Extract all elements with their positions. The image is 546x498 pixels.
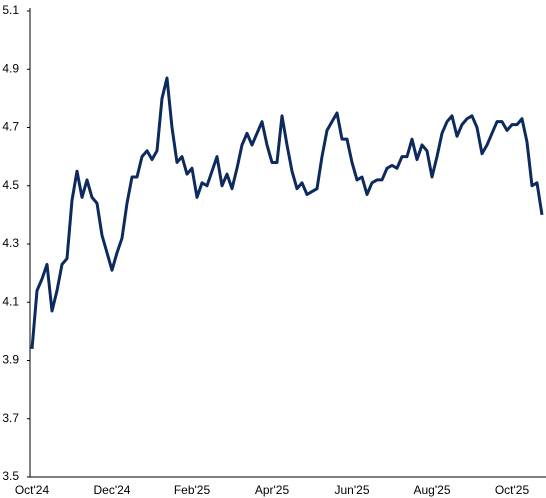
x-tick-label: Apr'25 bbox=[255, 483, 290, 497]
y-tick-label: 5.1 bbox=[2, 3, 19, 17]
y-tick-label: 3.5 bbox=[2, 469, 19, 483]
y-tick-label: 3.7 bbox=[2, 411, 19, 425]
y-tick-label: 4.1 bbox=[2, 294, 19, 308]
x-tick-label: Oct'24 bbox=[15, 483, 50, 497]
x-tick-label: Dec'24 bbox=[94, 483, 131, 497]
x-tick-label: Jun'25 bbox=[335, 483, 370, 497]
x-tick-label: Feb'25 bbox=[174, 483, 211, 497]
x-tick-label: Oct'25 bbox=[495, 483, 530, 497]
y-tick-label: 3.9 bbox=[2, 353, 19, 367]
y-tick-label: 4.9 bbox=[2, 61, 19, 75]
x-tick-label: Aug'25 bbox=[414, 483, 451, 497]
y-tick-label: 4.3 bbox=[2, 236, 19, 250]
data-line bbox=[30, 76, 544, 349]
y-tick-label: 4.7 bbox=[2, 120, 19, 134]
y-tick-label: 4.5 bbox=[2, 178, 19, 192]
